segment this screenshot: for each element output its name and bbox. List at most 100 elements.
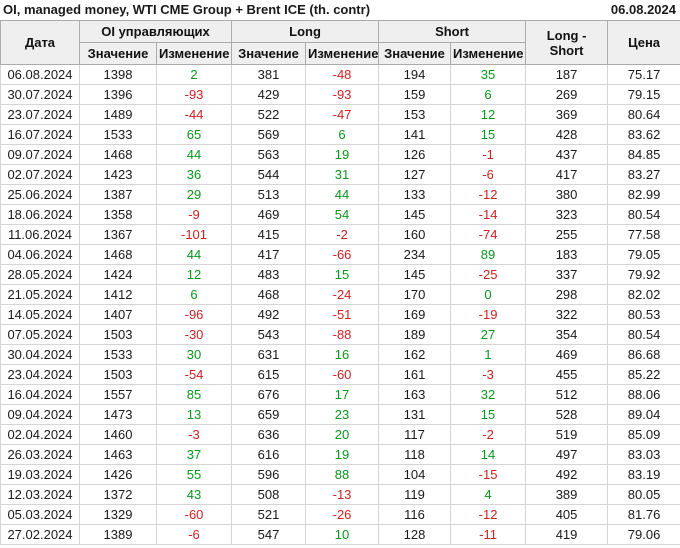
cell-long-change: 19 xyxy=(305,444,380,465)
cell-long-value: 469 xyxy=(231,204,307,225)
table-row: 25.06.2024 1387 29 513 44 133 -12 380 82.99 xyxy=(0,184,680,205)
cell-oi-value: 1533 xyxy=(79,344,157,365)
cell-long-change: 6 xyxy=(305,124,380,145)
cell-long-value: 492 xyxy=(231,304,307,325)
table-row: 16.04.2024 1557 85 676 17 163 32 512 88.06 xyxy=(0,384,680,405)
cell-short-value: 118 xyxy=(378,444,452,465)
cell-long-value: 636 xyxy=(231,424,307,445)
cell-oi-change: 29 xyxy=(155,184,233,205)
cell-long-change: 15 xyxy=(305,264,380,285)
cell-short-change: -12 xyxy=(450,504,527,525)
cell-long-short: 389 xyxy=(525,484,609,505)
header-row-subcolumns: Значение Изменение Значение Изменение Зн… xyxy=(1,42,680,65)
cell-date: 11.06.2024 xyxy=(0,224,80,245)
cell-oi-change: -93 xyxy=(155,84,233,105)
table-row: 16.07.2024 1533 65 569 6 141 15 428 83.62 xyxy=(0,124,680,145)
cell-short-change: 6 xyxy=(450,84,527,105)
cell-long-change: -24 xyxy=(305,284,380,305)
cell-oi-change: -30 xyxy=(155,324,233,345)
table-row: 14.05.2024 1407 -96 492 -51 169 -19 322 80.53 xyxy=(0,304,680,325)
cell-oi-change: -96 xyxy=(155,304,233,325)
table-row: 18.06.2024 1358 -9 469 54 145 -14 323 80.54 xyxy=(0,204,680,225)
table-row: 02.04.2024 1460 -3 636 20 117 -2 519 85.09 xyxy=(0,424,680,445)
cell-long-short: 255 xyxy=(525,224,609,245)
cell-short-change: 89 xyxy=(450,244,527,265)
cell-oi-change: 85 xyxy=(155,384,233,405)
cell-price: 85.22 xyxy=(607,364,680,385)
cell-long-change: -47 xyxy=(305,104,380,125)
cell-long-short: 405 xyxy=(525,504,609,525)
cell-oi-value: 1460 xyxy=(79,424,157,445)
cell-short-value: 159 xyxy=(378,84,452,105)
cell-long-value: 521 xyxy=(231,504,307,525)
table-body: 06.08.2024 1398 2 381 -48 194 35 187 75.17 30.07.… xyxy=(0,64,680,545)
cell-oi-value: 1423 xyxy=(79,164,157,185)
cell-long-change: 10 xyxy=(305,524,380,545)
cell-short-value: 119 xyxy=(378,484,452,505)
cell-date: 27.02.2024 xyxy=(0,524,80,545)
cell-oi-change: 55 xyxy=(155,464,233,485)
report-date: 06.08.2024 xyxy=(610,2,676,17)
cell-short-value: 133 xyxy=(378,184,452,205)
cell-long-short: 380 xyxy=(525,184,609,205)
cell-oi-change: 13 xyxy=(155,404,233,425)
cell-short-value: 117 xyxy=(378,424,452,445)
cell-oi-change: -54 xyxy=(155,364,233,385)
cell-oi-value: 1473 xyxy=(79,404,157,425)
subcol-oi-change: Изменение xyxy=(155,42,233,65)
subcol-short-change: Изменение xyxy=(450,42,527,65)
cell-long-value: 429 xyxy=(231,84,307,105)
cell-oi-change: -9 xyxy=(155,204,233,225)
cell-date: 18.06.2024 xyxy=(0,204,80,225)
cell-long-value: 563 xyxy=(231,144,307,165)
cell-short-change: 1 xyxy=(450,344,527,365)
cell-long-change: -48 xyxy=(305,64,380,85)
cell-date: 19.03.2024 xyxy=(0,464,80,485)
cell-long-short: 492 xyxy=(525,464,609,485)
cell-price: 79.06 xyxy=(607,524,680,545)
cell-short-value: 128 xyxy=(378,524,452,545)
cell-price: 79.15 xyxy=(607,84,680,105)
cell-date: 30.04.2024 xyxy=(0,344,80,365)
cell-price: 79.05 xyxy=(607,244,680,265)
cell-oi-change: -44 xyxy=(155,104,233,125)
cell-price: 80.05 xyxy=(607,484,680,505)
cell-long-short: 187 xyxy=(525,64,609,85)
cell-short-value: 161 xyxy=(378,364,452,385)
cell-date: 30.07.2024 xyxy=(0,84,80,105)
cell-date: 04.06.2024 xyxy=(0,244,80,265)
cell-oi-change: 6 xyxy=(155,284,233,305)
cell-long-change: -66 xyxy=(305,244,380,265)
cell-long-value: 522 xyxy=(231,104,307,125)
subcol-long-change: Изменение xyxy=(305,42,380,65)
cell-long-short: 469 xyxy=(525,344,609,365)
cell-short-change: 32 xyxy=(450,384,527,405)
cell-price: 88.06 xyxy=(607,384,680,405)
cell-date: 16.07.2024 xyxy=(0,124,80,145)
cell-oi-change: -60 xyxy=(155,504,233,525)
cell-oi-value: 1468 xyxy=(79,144,157,165)
cell-oi-value: 1398 xyxy=(79,64,157,85)
cell-long-value: 543 xyxy=(231,324,307,345)
cell-oi-value: 1503 xyxy=(79,324,157,345)
col-header-price: Цена xyxy=(607,20,680,65)
cell-short-change: 27 xyxy=(450,324,527,345)
table-row: 11.06.2024 1367 -101 415 -2 160 -74 255 77.58 xyxy=(0,224,680,245)
cell-price: 80.54 xyxy=(607,324,680,345)
cell-short-value: 126 xyxy=(378,144,452,165)
cell-long-value: 513 xyxy=(231,184,307,205)
col-group-short: Short xyxy=(378,20,527,43)
cell-short-change: 15 xyxy=(450,124,527,145)
table-header: Дата OI управляющих Long Short Long - Sh… xyxy=(0,20,680,65)
cell-oi-value: 1489 xyxy=(79,104,157,125)
cell-oi-value: 1329 xyxy=(79,504,157,525)
cell-short-value: 104 xyxy=(378,464,452,485)
cell-long-short: 323 xyxy=(525,204,609,225)
table-row: 09.07.2024 1468 44 563 19 126 -1 437 84.85 xyxy=(0,144,680,165)
col-group-long: Long xyxy=(231,20,380,43)
cell-short-value: 194 xyxy=(378,64,452,85)
cell-oi-value: 1407 xyxy=(79,304,157,325)
cell-oi-change: 65 xyxy=(155,124,233,145)
cell-date: 21.05.2024 xyxy=(0,284,80,305)
cell-oi-change: 12 xyxy=(155,264,233,285)
